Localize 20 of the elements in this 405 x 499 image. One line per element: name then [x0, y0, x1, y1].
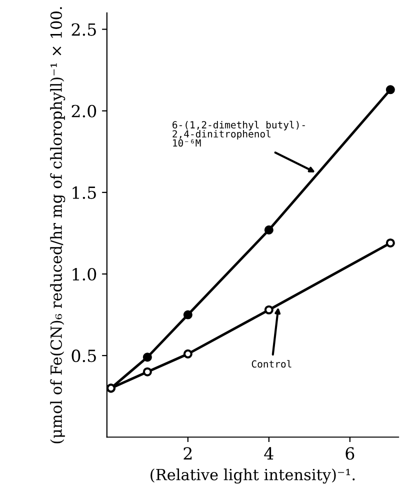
text: Control: [252, 360, 292, 368]
point: [264, 225, 274, 234]
point: [183, 310, 192, 320]
x-tick-label: 2: [184, 447, 192, 460]
y-tick-label: 1.0: [72, 268, 96, 281]
text: 6-(1,2-dimethyl butyl)- 2,4-dinitrophenol 10⁻⁶M: [172, 120, 305, 147]
x-tick-label: 6: [346, 447, 354, 460]
point: [142, 352, 152, 362]
y-tick-label: 0.5: [72, 350, 96, 362]
x-tick-label: 4: [264, 447, 274, 460]
point: [386, 238, 395, 248]
y-tick-label: 2.0: [72, 104, 96, 118]
y-tick-label: 2.5: [72, 23, 96, 36]
point: [264, 305, 274, 314]
point: [142, 367, 152, 376]
x-axis-title: (Relative light intensity)⁻¹.: [150, 468, 355, 484]
y-tick-label: 1.5: [72, 186, 96, 199]
point: [183, 349, 192, 358]
point: [386, 85, 395, 94]
y-axis-title: (μmol of Fe(CN)₆ reduced/hr mg of chlorophyll)⁻¹ × 100.: [50, 7, 66, 444]
